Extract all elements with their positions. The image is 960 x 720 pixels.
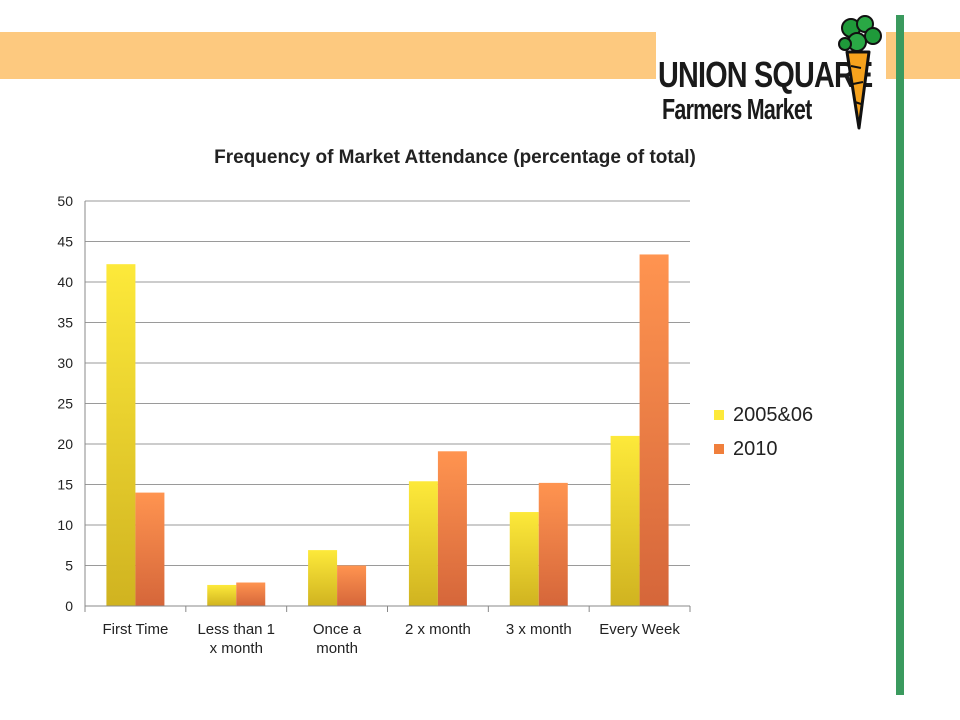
logo-line-1: UNION SQUARE — [658, 54, 873, 95]
legend-label: 2005&06 — [733, 403, 814, 426]
legend-swatch-2005-06 — [714, 410, 724, 420]
x-axis-ticks: First Time Less than 1 x month Once a month 2… — [84, 606, 691, 657]
header-band-left — [0, 32, 656, 79]
chart-legend: 2005&06 2010 — [714, 398, 813, 466]
accent-vertical-bar — [896, 15, 904, 695]
x-tick-label: x month — [210, 640, 263, 657]
x-tick-label: Less than 1 — [197, 621, 275, 638]
legend-item-2005-06: 2005&06 — [714, 398, 813, 432]
y-axis-ticks: 0 5 10 15 20 25 30 35 40 45 50 — [57, 193, 73, 614]
x-tick-label: month — [316, 640, 358, 657]
y-tick-label: 50 — [57, 193, 73, 209]
legend-swatch-2010 — [714, 444, 724, 454]
gridlines — [85, 200, 690, 566]
bar-series-2005-06 — [106, 264, 136, 606]
bar-series-2010 — [538, 482, 568, 606]
bar-series-2010 — [337, 565, 367, 606]
x-tick-label: Every Week — [599, 621, 680, 638]
x-tick-label: First Time — [102, 621, 168, 638]
y-tick-label: 20 — [57, 436, 73, 452]
x-tick-label: Once a — [313, 621, 362, 638]
bar-series-2005-06 — [408, 481, 438, 606]
legend-item-2010: 2010 — [714, 432, 813, 466]
union-square-logo: UNION SQUARE Farmers Market — [655, 14, 890, 132]
legend-label: 2010 — [733, 437, 778, 460]
y-tick-label: 15 — [57, 477, 73, 493]
bar-series-2005-06 — [509, 512, 539, 606]
y-tick-label: 35 — [57, 315, 73, 331]
y-tick-label: 10 — [57, 517, 73, 533]
bar-series-2005-06 — [308, 550, 338, 606]
y-tick-label: 25 — [57, 396, 73, 412]
x-tick-label: 2 x month — [405, 621, 471, 638]
y-tick-label: 5 — [65, 558, 73, 574]
bar-series-2005-06 — [207, 584, 237, 606]
chart-title: Frequency of Market Attendance (percenta… — [214, 147, 696, 168]
bar-series-2010 — [135, 492, 165, 606]
bar-series-2010 — [236, 582, 266, 606]
y-tick-label: 0 — [65, 598, 73, 614]
carrot-icon — [838, 15, 882, 130]
y-tick-label: 30 — [57, 355, 73, 371]
y-tick-label: 40 — [57, 274, 73, 290]
bar-series-2010 — [639, 254, 669, 606]
bar-series-2005-06 — [610, 435, 640, 606]
bar-series-2010 — [437, 451, 467, 606]
bars — [106, 254, 669, 606]
bar-chart: Frequency of Market Attendance (percenta… — [57, 147, 696, 657]
logo-line-2: Farmers Market — [662, 94, 812, 126]
y-tick-label: 45 — [57, 234, 73, 250]
x-tick-label: 3 x month — [506, 621, 572, 638]
